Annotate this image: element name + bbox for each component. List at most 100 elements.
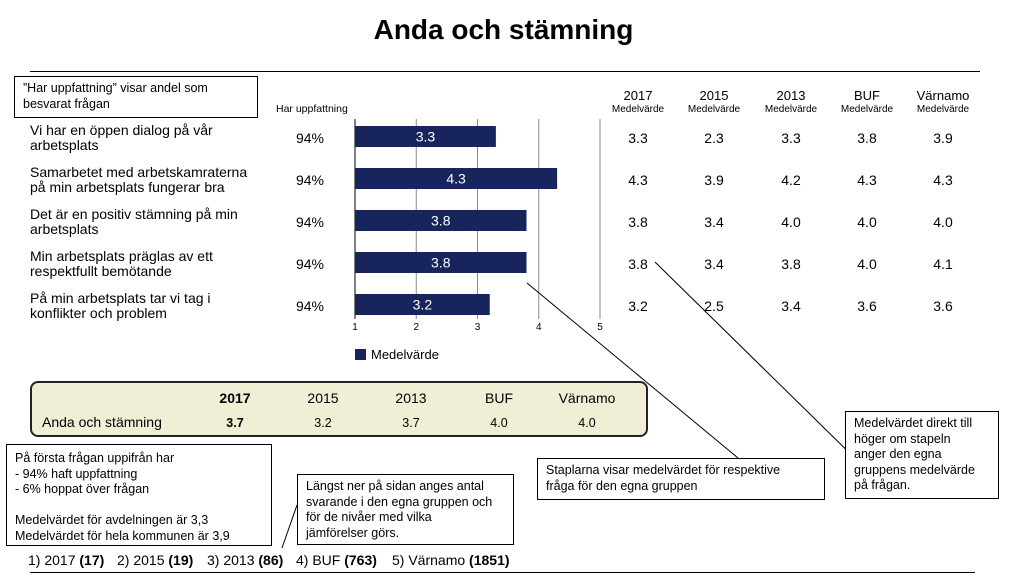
question-label: Det är en positiv stämning på min arbets… [30, 207, 280, 237]
bar-value-label: 3.8 [431, 255, 451, 271]
question-line: Vi har en öppen dialog på vår [30, 122, 213, 138]
har-uppfattning-header: Har uppfattning [276, 103, 348, 115]
footer-count-2015: 2) 2015 (19) [117, 552, 193, 568]
footer-count-varnamo: 5) Värnamo (1851) [392, 552, 510, 568]
question-line: Min arbetsplats präglas av ett [30, 248, 213, 264]
column-header-buf: BUF Medelvärde [827, 88, 907, 116]
chart-legend: Medelvärde [355, 347, 439, 362]
footer-label: 5) Värnamo [392, 552, 470, 568]
column-year: BUF [854, 88, 880, 103]
callout-line: höger om stapeln [854, 431, 951, 446]
callout-line: Staplarna visar medelvärdet för respekti… [546, 463, 781, 477]
value-cell: 3.8 [781, 256, 801, 272]
column-sub: Medelvärde [611, 104, 665, 115]
column-sub: Medelvärde [840, 104, 894, 115]
title-divider [30, 71, 980, 72]
value-cell: 3.9 [933, 130, 953, 146]
callout-line: Medelvärdet för hela kommunen är 3,9 [15, 528, 230, 543]
question-line: Samarbetet med arbetskamraterna [30, 164, 248, 180]
column-sub: Medelvärde [687, 104, 741, 115]
summary-header: Värnamo [558, 390, 616, 406]
summary-value: 4.0 [578, 416, 596, 430]
question-line: På min arbetsplats tar vi tag i [30, 290, 211, 306]
pointer-line [526, 282, 739, 459]
x-tick-label: 1 [352, 322, 358, 333]
footer-count-buf: 4) BUF (763) [296, 552, 377, 568]
value-cell: 3.8 [628, 256, 648, 272]
callout-forsta-fragan: På första frågan uppifrån har - 94% haft… [6, 444, 272, 546]
callout-line: på frågan. [854, 478, 911, 492]
bar-layer: 3.3 4.3 3.8 3.8 3.2 [355, 126, 558, 315]
summary-header: 2015 [307, 390, 339, 406]
value-cell: 3.2 [628, 298, 648, 314]
value-cell: 2.5 [704, 298, 724, 314]
value-cell: 2.3 [704, 130, 724, 146]
summary-value: 3.7 [226, 416, 244, 430]
callout-staplarna: Staplarna visar medelvärdet för respekti… [537, 458, 825, 500]
question-label: Vi har en öppen dialog på vår arbetsplat… [30, 123, 280, 153]
question-line: arbetsplats [30, 137, 99, 153]
summary-header: 2017 [219, 390, 251, 406]
legend-swatch [355, 349, 366, 360]
footer-label: 3) 2013 [207, 552, 259, 568]
column-header-varnamo: Värnamo Medelvärde [903, 88, 983, 116]
summary-panel: 2017 2015 2013 BUF Värnamo Anda och stäm… [30, 381, 648, 437]
bar-value-label: 4.3 [446, 171, 466, 187]
summary-label: Anda och stämning [42, 414, 162, 430]
bar [355, 126, 496, 147]
footer-count: (86) [258, 552, 284, 568]
bar [355, 252, 527, 273]
bar [355, 168, 558, 189]
question-line: på min arbetsplats fungerar bra [30, 179, 225, 195]
callout-line: - 94% haft uppfattning [15, 466, 138, 481]
value-cell: 4.0 [857, 214, 877, 230]
summary-header: 2013 [395, 390, 427, 406]
value-cell: 4.2 [781, 172, 801, 188]
callout-line: för de nivåer med vilka [306, 510, 432, 524]
footer-divider [30, 572, 975, 573]
column-year: 2017 [623, 88, 653, 103]
value-cell: 4.3 [933, 172, 953, 188]
callout-line: - 6% hoppat över frågan [15, 482, 150, 496]
x-tick-label: 4 [536, 322, 542, 333]
summary-header: BUF [485, 390, 513, 406]
callout-line [15, 498, 263, 514]
footer-count: (763) [344, 552, 377, 568]
callout-line: gruppens medelvärde [854, 462, 975, 477]
question-line: arbetsplats [30, 221, 99, 237]
value-cell: 4.0 [857, 256, 877, 272]
callout-line: jämförelser görs. [306, 525, 400, 540]
har-uppfattning-value: 94% [295, 298, 325, 314]
value-cell: 4.1 [933, 256, 953, 272]
har-uppfattning-value: 94% [295, 256, 325, 272]
footer-label: 2) 2015 [117, 552, 169, 568]
bar [355, 294, 490, 315]
column-sub: Medelvärde [764, 104, 818, 115]
value-cell: 3.9 [704, 172, 724, 188]
pointer-line [281, 504, 298, 549]
value-cell: 3.3 [628, 130, 648, 146]
bar [355, 210, 527, 231]
summary-value: 3.7 [402, 416, 420, 430]
har-uppfattning-value: 94% [295, 172, 325, 188]
bar-value-label: 3.3 [416, 129, 436, 145]
callout-line: Längst ner på sidan anges antal [306, 479, 484, 493]
footer-label: 1) 2017 [28, 552, 80, 568]
footer-count-2013: 3) 2013 (86) [207, 552, 283, 568]
callout-langst-ner: Längst ner på sidan anges antal svarande… [297, 474, 514, 545]
callout-line: anger den egna [854, 447, 942, 461]
value-cell: 3.6 [933, 298, 953, 314]
column-header-2015: 2015 Medelvärde [674, 88, 754, 116]
callout-line: På första frågan uppifrån har [15, 451, 175, 465]
footer-count: (1851) [469, 552, 510, 568]
value-cell: 4.3 [628, 172, 648, 188]
column-header-2013: 2013 Medelvärde [751, 88, 831, 116]
pointer-line [654, 261, 871, 474]
question-line: Det är en positiv stämning på min [30, 206, 238, 222]
footer-count-2017: 1) 2017 (17) [28, 552, 104, 568]
column-sub: Medelvärde [916, 104, 970, 115]
bar-value-label: 3.2 [413, 297, 433, 313]
bar-value-label: 3.8 [431, 213, 451, 229]
summary-value: 3.2 [314, 416, 332, 430]
